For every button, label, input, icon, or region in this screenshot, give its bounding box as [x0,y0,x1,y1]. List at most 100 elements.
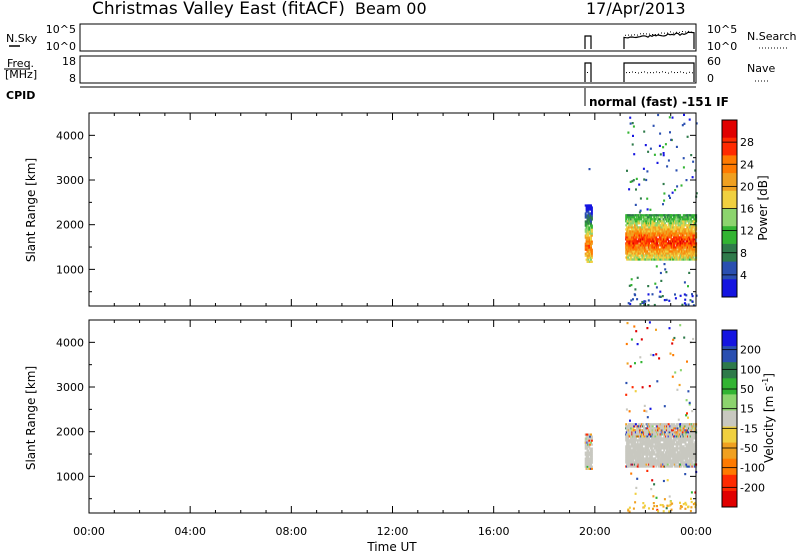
power-cell [629,252,632,255]
velocity-cell [636,477,639,480]
velocity-cell [634,441,636,444]
colorbar-swatch [722,208,737,227]
velocity-cell [676,449,679,452]
power-cell [686,226,689,229]
beam-label: Beam 00 [355,0,427,18]
power-cell [656,218,659,221]
velocity-cell [685,425,688,428]
velocity-cell [673,451,676,454]
nave-point [665,71,666,73]
velocity-cell [681,427,683,430]
velocity-cell [633,445,636,448]
velocity-cell [684,473,687,476]
velocity-cell [653,431,656,434]
velocity-cell [682,427,685,430]
velocity-cell [694,461,697,464]
power-cell [677,240,680,243]
power-cell [664,248,667,251]
power-cell [681,224,683,227]
velocity-cell [630,455,633,458]
power-cell [666,226,669,229]
nsearch-point [655,34,656,36]
power-cell [673,244,675,247]
power-cell [631,122,634,125]
velocity-cell [589,443,592,446]
power-cell [683,302,686,305]
power-cell [630,284,633,287]
power-cell [681,238,683,241]
power-cell [585,238,588,241]
power-cell [655,236,658,239]
power-cell [657,113,660,117]
power-cell [658,236,661,239]
power-cell [646,208,649,211]
power-cell [676,244,679,247]
colorbar-swatch [722,394,737,411]
velocity-cell [670,427,673,430]
power-cell [626,230,629,233]
power-cell [642,167,645,170]
nsearch-point [649,33,650,35]
freq-panel: Freq. [MHz] 18 8 60 0 Nave [4,55,775,85]
power-cell [642,232,645,235]
velocity-cell [648,507,650,510]
velocity-cell [691,461,694,464]
velocity-cell [634,463,637,466]
power-cell [681,124,684,127]
power-cell [590,224,593,227]
velocity-cell [665,443,667,446]
power-cell [671,116,674,119]
power-cell [682,166,685,169]
power-cell [679,218,682,221]
velocity-cell [589,435,592,438]
velocity-cell [663,429,666,432]
power-cell [662,152,665,155]
velocity-cell [667,423,670,426]
velocity-cell [650,425,652,428]
velocity-cell [646,455,649,458]
power-cell [661,216,664,219]
velocity-cell [636,441,639,444]
power-cell [695,192,698,195]
velocity-cell [657,431,660,434]
velocity-cell [661,455,664,458]
power-cell [590,240,593,243]
velocity-cell [637,429,640,432]
velocity-cell [687,423,690,426]
power-cell [690,232,693,235]
nave-trace [587,71,693,74]
power-cell [656,242,659,245]
y-tick-label: 3000 [56,381,84,394]
velocity-cell [625,381,628,385]
power-x-axis [88,113,697,306]
velocity-cell [642,425,645,428]
velocity-cell [666,504,669,507]
velocity-cell [653,451,656,454]
colorbar-tick-label: 4 [740,269,747,282]
velocity-cell [666,479,669,482]
nsky-tick-bottom: 10^0 [46,40,76,53]
velocity-colorbar-label: Velocity [m s-1] [761,373,776,463]
nsearch-point [688,30,689,32]
time-axis-label: Time UT [366,540,417,554]
power-cell [650,216,652,219]
velocity-cell [648,385,651,388]
power-cell [690,154,693,157]
power-cell [638,218,641,221]
velocity-cell [629,365,632,368]
velocity-cell [690,500,693,504]
power-cell [671,214,674,217]
velocity-cell [658,441,661,444]
nsearch-label: N.Search [747,30,797,43]
power-cell [657,228,660,231]
power-cell [659,230,662,233]
power-cell [590,246,592,249]
velocity-cell [642,447,645,450]
power-cell [659,295,662,298]
velocity-cell [678,437,681,440]
power-cell [648,236,651,239]
power-cell [590,220,592,223]
velocity-cell [653,445,656,448]
power-cell [673,216,675,219]
power-cell [692,222,695,225]
